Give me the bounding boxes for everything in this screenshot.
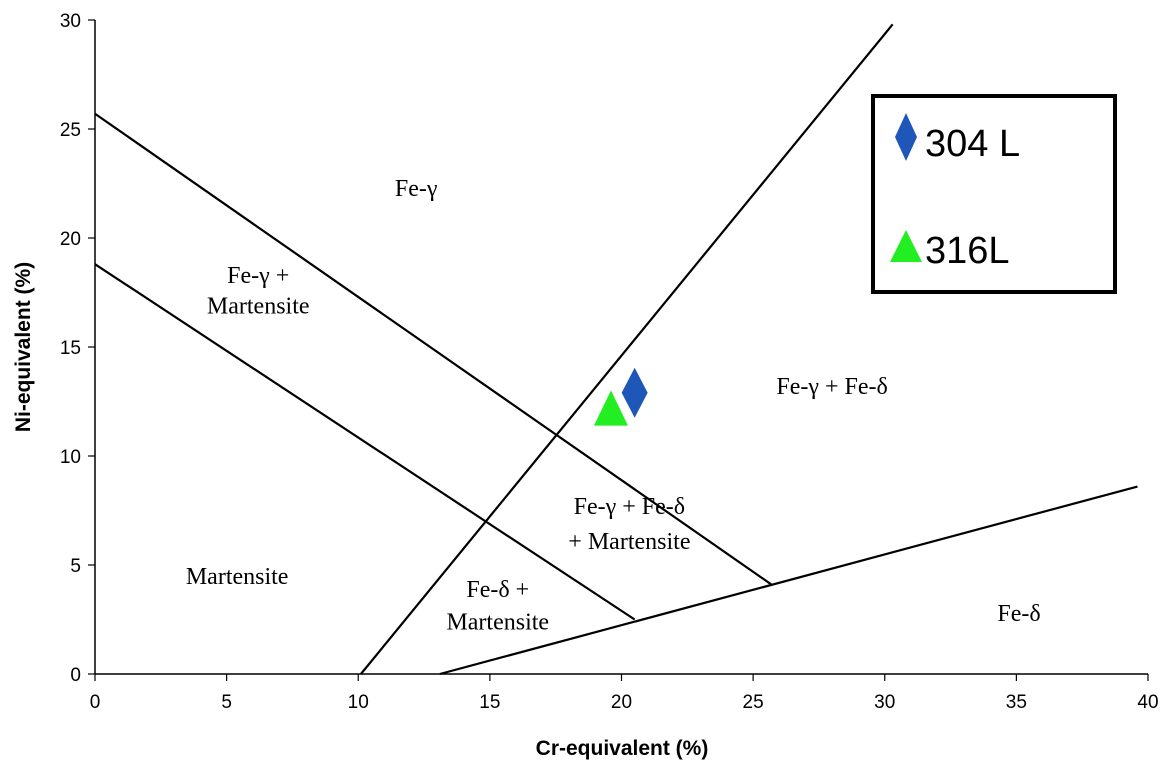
legend-label: 304 L [925,123,1020,165]
x-tick-label: 0 [90,692,101,713]
legend: 304 L 316L [871,94,1117,294]
x-tick-label: 5 [221,692,232,713]
region-label: Martensite [446,610,549,636]
data-point-304l [621,367,648,418]
y-tick-label: 25 [60,120,81,141]
boundary-line-3 [360,23,894,675]
y-axis-title: Ni-equivalent (%) [12,262,35,432]
x-tick-label: 20 [611,692,632,713]
legend-marker-316l [890,230,922,262]
boundary-line-1 [94,112,773,586]
region-label: + Martensite [568,529,690,555]
y-tick-label: 0 [70,665,81,686]
x-tick-label: 30 [874,692,895,713]
region-label: Martensite [207,294,310,320]
y-tick-label: 15 [60,338,81,359]
region-labels: Fe-γ Fe-γ + Martensite Fe-γ + Fe-δ Fe-γ + Fe… [186,176,1041,636]
region-label: Fe-γ + Fe-δ [574,494,685,520]
legend-marker-304l [895,113,917,161]
region-label: Fe-δ [997,601,1040,627]
x-tick-label: 25 [743,692,764,713]
ticks: 0 5 10 15 20 25 30 35 40 0 5 10 15 20 25 30 [60,11,1159,713]
y-tick-label: 10 [60,447,81,468]
y-tick-label: 20 [60,229,81,250]
x-tick-label: 10 [348,692,369,713]
x-tick-label: 40 [1137,692,1158,713]
region-label: Fe-γ + [227,263,289,289]
y-tick-label: 5 [70,556,81,577]
x-tick-label: 35 [1006,692,1027,713]
region-label: Fe-γ [395,176,438,202]
x-axis-title: Cr-equivalent (%) [536,737,709,760]
boundary-lines [94,23,1138,676]
y-tick-label: 30 [60,11,81,32]
boundary-line-2 [94,263,636,621]
boundary-line-4 [439,485,1138,676]
region-label: Martensite [186,564,289,590]
region-label: Fe-γ + Fe-δ [776,374,887,400]
legend-label: 316L [925,230,1010,272]
region-label: Fe-δ + [466,577,529,603]
data-point-316l [593,390,628,426]
data-points [593,367,648,426]
x-tick-label: 15 [479,692,500,713]
